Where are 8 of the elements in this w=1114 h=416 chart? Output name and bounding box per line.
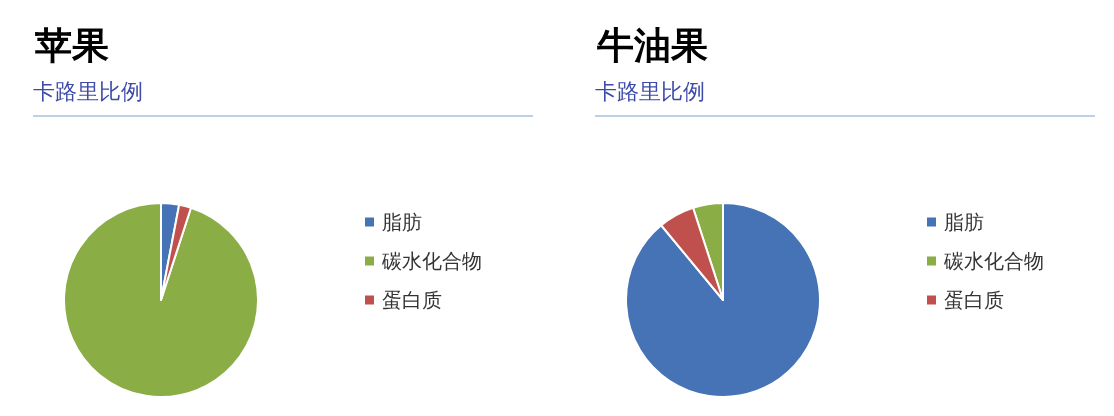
legend-label: 脂肪 [944,211,984,233]
chart-subtitle: 卡路里比例 [595,79,705,104]
chart-title: 苹果 [35,25,109,66]
chart-title: 牛油果 [597,25,708,66]
legend-label: 蛋白质 [382,289,442,311]
chart-subtitle: 卡路里比例 [33,79,143,104]
legend-label: 脂肪 [382,211,422,233]
legend-label: 蛋白质 [944,289,1004,311]
